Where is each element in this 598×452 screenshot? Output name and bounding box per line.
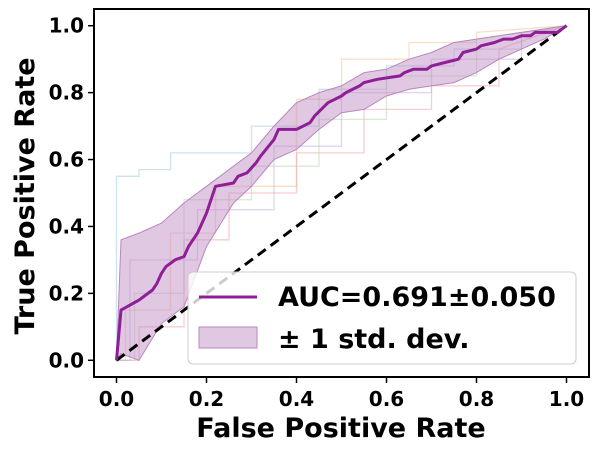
- y-tick-label: 1.0: [49, 14, 84, 38]
- legend-band-swatch: [198, 326, 258, 349]
- legend-box: [187, 271, 577, 365]
- legend-mean-label: AUC=0.691±0.050: [278, 282, 556, 313]
- x-axis-label: False Positive Rate: [196, 413, 486, 444]
- x-tick-label: 0.6: [369, 387, 404, 411]
- x-tick-label: 0.0: [99, 387, 134, 411]
- y-tick-label: 0.2: [49, 281, 84, 305]
- axes-frame: [93, 8, 590, 378]
- plot-area: [115, 24, 568, 363]
- x-tick-label: 0.8: [459, 387, 494, 411]
- legend: AUC=0.691±0.050 ± 1 std. dev.: [187, 271, 577, 365]
- chance-diagonal: [115, 24, 568, 362]
- x-tick-label: 0.4: [279, 387, 314, 411]
- y-tick-label: 0.0: [49, 348, 84, 372]
- y-axis-label: True Positive Rate: [10, 57, 41, 334]
- y-tick-label: 0.8: [49, 81, 84, 105]
- mean-roc-curve: [115, 24, 568, 361]
- y-tick-label: 0.4: [49, 214, 84, 238]
- legend-band-label: ± 1 std. dev.: [278, 324, 469, 355]
- x-tick-label: 1.0: [549, 387, 584, 411]
- x-tick-label: 0.2: [189, 387, 224, 411]
- tick-layer: 0.0 0.2 0.4 0.6 0.8 1.0 0.0 0.2 0.4 0.6 0.8 1.0: [49, 14, 585, 411]
- y-tick-label: 0.6: [49, 148, 84, 172]
